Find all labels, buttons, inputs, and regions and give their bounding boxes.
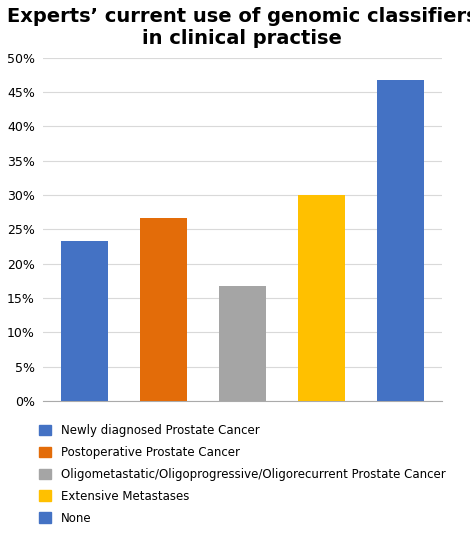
- Title: Experts’ current use of genomic classifiers
in clinical practise: Experts’ current use of genomic classifi…: [7, 7, 470, 48]
- Bar: [376, 80, 424, 401]
- Bar: [61, 241, 108, 401]
- Bar: [140, 218, 187, 401]
- Bar: [219, 286, 266, 401]
- Bar: [298, 195, 345, 401]
- Legend: Newly diagnosed Prostate Cancer, Postoperative Prostate Cancer, Oligometastatic/: Newly diagnosed Prostate Cancer, Postope…: [39, 424, 446, 525]
